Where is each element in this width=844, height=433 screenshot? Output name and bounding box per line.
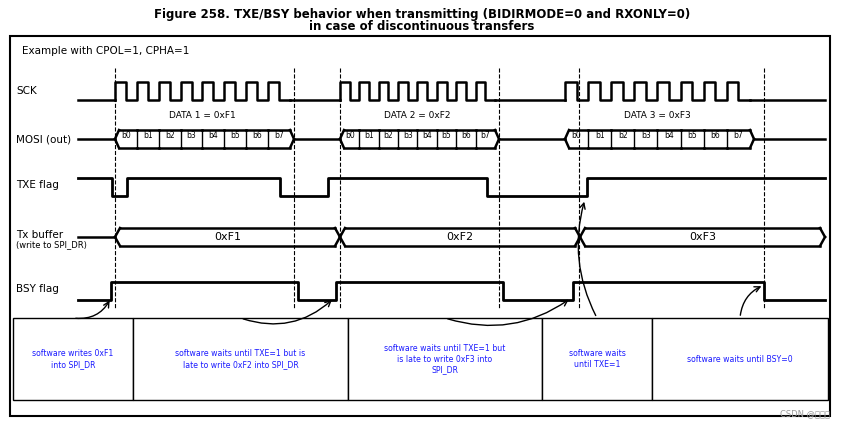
Bar bbox=[10, 36, 830, 416]
Text: b7: b7 bbox=[274, 131, 284, 140]
Text: b4: b4 bbox=[208, 131, 219, 140]
Text: b5: b5 bbox=[230, 131, 241, 140]
Text: in case of discontinuous transfers: in case of discontinuous transfers bbox=[309, 20, 535, 33]
Text: b3: b3 bbox=[187, 131, 197, 140]
Text: b2: b2 bbox=[618, 131, 628, 140]
Text: b0: b0 bbox=[121, 131, 131, 140]
Bar bbox=[348, 318, 542, 400]
Text: Example with CPOL=1, CPHA=1: Example with CPOL=1, CPHA=1 bbox=[22, 46, 189, 56]
Text: 0xF1: 0xF1 bbox=[214, 232, 241, 242]
Text: TXE flag: TXE flag bbox=[16, 180, 59, 190]
Text: b4: b4 bbox=[422, 131, 432, 140]
Text: b0: b0 bbox=[345, 131, 354, 140]
Text: b7: b7 bbox=[480, 131, 490, 140]
Text: b6: b6 bbox=[711, 131, 720, 140]
Text: software writes 0xF1
into SPI_DR: software writes 0xF1 into SPI_DR bbox=[32, 349, 114, 369]
Text: software waits until TXE=1 but
is late to write 0xF3 into
SPI_DR: software waits until TXE=1 but is late t… bbox=[384, 344, 506, 374]
Text: b2: b2 bbox=[384, 131, 393, 140]
Text: b1: b1 bbox=[595, 131, 604, 140]
Text: b4: b4 bbox=[664, 131, 674, 140]
Bar bbox=[133, 318, 348, 400]
Text: MOSI (out): MOSI (out) bbox=[16, 134, 71, 144]
Text: b1: b1 bbox=[143, 131, 153, 140]
Text: b6: b6 bbox=[252, 131, 262, 140]
Text: software waits until TXE=1 but is
late to write 0xF2 into SPI_DR: software waits until TXE=1 but is late t… bbox=[176, 349, 306, 369]
Text: DATA 1 = 0xF1: DATA 1 = 0xF1 bbox=[169, 111, 235, 120]
Text: DATA 3 = 0xF3: DATA 3 = 0xF3 bbox=[624, 111, 691, 120]
Text: b7: b7 bbox=[733, 131, 744, 140]
Text: DATA 2 = 0xF2: DATA 2 = 0xF2 bbox=[384, 111, 451, 120]
Text: (write to SPI_DR): (write to SPI_DR) bbox=[16, 240, 87, 249]
Text: b3: b3 bbox=[641, 131, 651, 140]
Text: Tx buffer: Tx buffer bbox=[16, 230, 63, 240]
Text: b0: b0 bbox=[571, 131, 582, 140]
Text: b5: b5 bbox=[441, 131, 452, 140]
Bar bbox=[13, 318, 133, 400]
Text: BSY flag: BSY flag bbox=[16, 284, 59, 294]
Text: 0xF2: 0xF2 bbox=[446, 232, 473, 242]
Text: 0xF3: 0xF3 bbox=[689, 232, 716, 242]
Text: software waits
until TXE=1: software waits until TXE=1 bbox=[569, 349, 625, 369]
Text: b2: b2 bbox=[165, 131, 175, 140]
Bar bbox=[542, 318, 652, 400]
Text: b3: b3 bbox=[403, 131, 413, 140]
Text: b5: b5 bbox=[687, 131, 697, 140]
Text: SCK: SCK bbox=[16, 86, 37, 96]
Text: Figure 258. TXE/BSY behavior when transmitting (BIDIRMODE=0 and RXONLY=0): Figure 258. TXE/BSY behavior when transm… bbox=[154, 8, 690, 21]
Text: b6: b6 bbox=[461, 131, 471, 140]
Text: software waits until BSY=0: software waits until BSY=0 bbox=[687, 355, 793, 363]
Text: b1: b1 bbox=[365, 131, 374, 140]
Bar bbox=[652, 318, 828, 400]
Text: CSDN @作者华: CSDN @作者华 bbox=[780, 409, 830, 418]
